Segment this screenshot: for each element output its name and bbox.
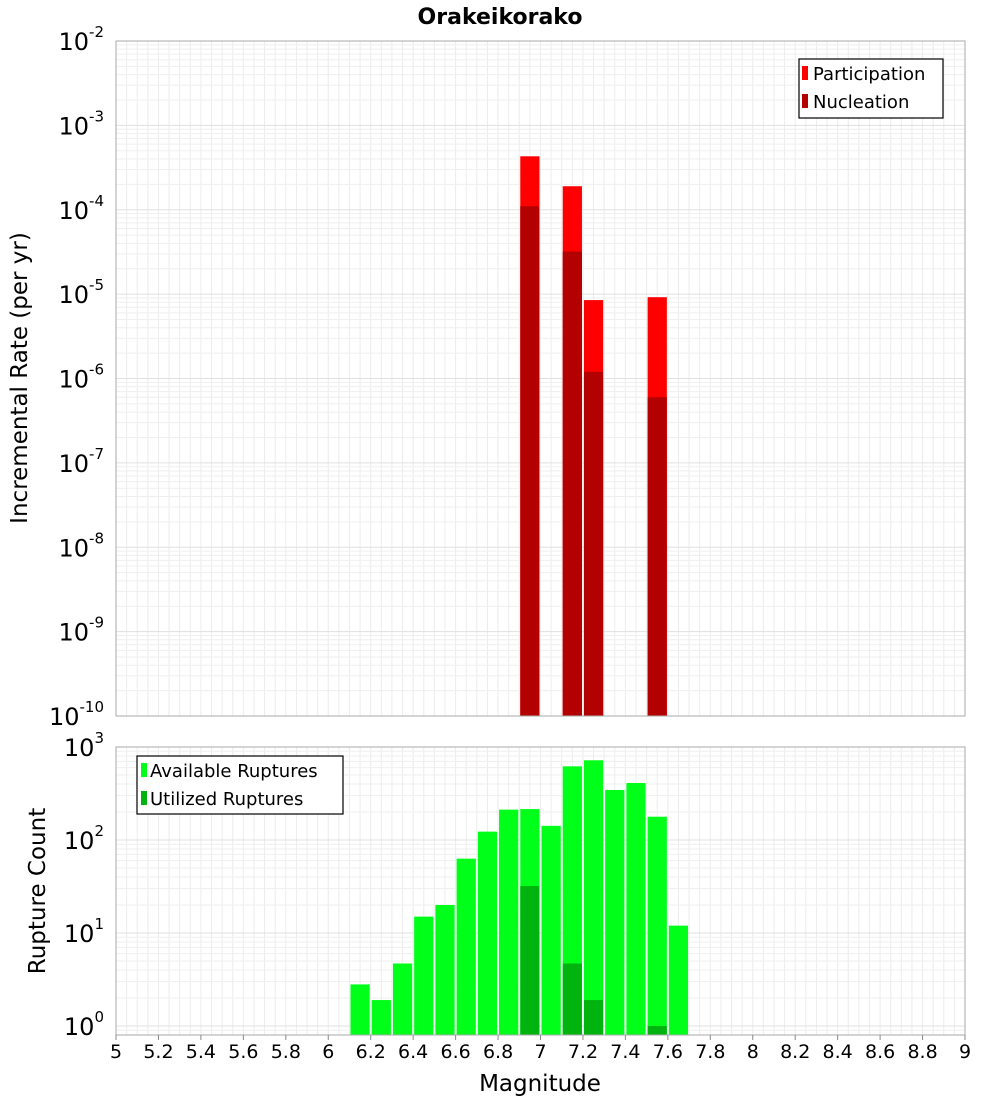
x-tick-label: 6 bbox=[322, 1041, 334, 1063]
available-ruptures-bar bbox=[583, 760, 604, 1035]
utilized-legend-label: Utilized Ruptures bbox=[150, 789, 303, 810]
top-legend: Participation Nucleation bbox=[798, 58, 944, 119]
y-tick-label: 10-6 bbox=[58, 361, 104, 394]
x-tick-label: 6.6 bbox=[440, 1041, 470, 1063]
available-legend-label: Available Ruptures bbox=[150, 761, 318, 782]
utilized-ruptures-bar bbox=[520, 886, 540, 1035]
available-ruptures-bar bbox=[414, 916, 434, 1035]
x-tick-label: 5.2 bbox=[143, 1041, 173, 1063]
top-plot-border bbox=[115, 40, 966, 717]
y-tick-label: 10-7 bbox=[58, 445, 104, 478]
available-ruptures-bar bbox=[392, 963, 413, 1035]
x-tick-label: 8.2 bbox=[780, 1041, 810, 1063]
available-ruptures-bar bbox=[499, 809, 519, 1035]
y-tick-label: 10-3 bbox=[58, 107, 104, 140]
x-axis-label: Magnitude bbox=[479, 1071, 601, 1097]
utilized-legend-swatch bbox=[141, 791, 147, 805]
x-tick-label: 8.4 bbox=[823, 1041, 853, 1063]
available-ruptures-bar bbox=[435, 904, 455, 1035]
x-tick-label: 7.6 bbox=[653, 1041, 683, 1063]
available-ruptures-bar bbox=[456, 858, 476, 1035]
y-tick-label: 100 bbox=[64, 1008, 104, 1041]
x-axis-ticks: 5 5.2 5.4 5.6 5.8 6 6.2 6.4 6.6 6.8 7 7.2 7.4 7.6 7.8 8… bbox=[110, 1035, 971, 1063]
x-tick-label: 9 bbox=[959, 1041, 971, 1063]
bottom-legend: Available Ruptures Utilized Ruptures bbox=[136, 755, 344, 815]
x-tick-label: 7.4 bbox=[610, 1041, 640, 1063]
y-tick-label: 10-2 bbox=[58, 23, 104, 56]
x-tick-label: 6.8 bbox=[483, 1041, 513, 1063]
x-tick-label: 6.2 bbox=[356, 1041, 386, 1063]
x-tick-label: 5.6 bbox=[228, 1041, 258, 1063]
y-tick-label: 10-10 bbox=[49, 698, 104, 731]
available-ruptures-bar bbox=[668, 925, 689, 1035]
x-tick-label: 7 bbox=[534, 1041, 546, 1063]
y-tick-label: 10-8 bbox=[58, 529, 104, 562]
y-tick-label: 102 bbox=[64, 822, 104, 855]
x-tick-label: 8.8 bbox=[907, 1041, 937, 1063]
top-panel: 10-10 10-9 10-8 10-7 10-6 10-5 10-4 10-3 10-2 In… bbox=[7, 23, 966, 731]
top-nucleation-bars bbox=[520, 206, 667, 716]
available-ruptures-bar bbox=[647, 816, 667, 1035]
y-tick-label: 103 bbox=[64, 729, 104, 762]
x-tick-label: 6.4 bbox=[398, 1041, 428, 1063]
chart-title: Orakeikorako bbox=[418, 5, 583, 30]
available-legend-swatch bbox=[141, 763, 147, 777]
top-legend-box bbox=[798, 58, 944, 119]
x-tick-label: 5 bbox=[110, 1041, 122, 1063]
available-ruptures-bar bbox=[371, 1000, 391, 1035]
participation-legend-label: Participation bbox=[813, 64, 925, 85]
x-tick-label: 5.4 bbox=[186, 1041, 216, 1063]
bottom-y-axis-ticks: 100 101 102 103 bbox=[64, 729, 104, 1041]
x-tick-label: 7.8 bbox=[695, 1041, 725, 1063]
utilized-ruptures-bar bbox=[647, 1025, 667, 1035]
y-tick-label: 101 bbox=[64, 915, 104, 948]
x-tick-label: 8 bbox=[747, 1041, 759, 1063]
available-ruptures-bar bbox=[477, 831, 498, 1035]
utilized-ruptures-bars bbox=[520, 886, 667, 1035]
top-y-axis-label: Incremental Rate (per yr) bbox=[7, 232, 33, 524]
available-ruptures-bar bbox=[350, 984, 370, 1035]
nucleation-legend-swatch bbox=[802, 94, 808, 108]
top-grid bbox=[115, 40, 966, 717]
y-tick-label: 10-9 bbox=[58, 614, 104, 647]
nucleation-legend-label: Nucleation bbox=[813, 92, 909, 113]
nucleation-bar bbox=[583, 371, 604, 716]
available-ruptures-bar bbox=[541, 825, 561, 1035]
participation-legend-swatch bbox=[802, 66, 808, 80]
nucleation-bar bbox=[562, 251, 582, 716]
x-tick-label: 5.8 bbox=[271, 1041, 301, 1063]
y-tick-label: 10-5 bbox=[58, 276, 104, 309]
bottom-y-axis-label: Rupture Count bbox=[25, 808, 51, 974]
utilized-ruptures-bar bbox=[583, 1000, 604, 1035]
available-ruptures-bar bbox=[605, 789, 625, 1035]
bottom-legend-box bbox=[136, 755, 344, 815]
top-y-axis-ticks: 10-10 10-9 10-8 10-7 10-6 10-5 10-4 10-3 10-2 bbox=[49, 23, 104, 731]
x-tick-label: 7.2 bbox=[568, 1041, 598, 1063]
available-ruptures-bar bbox=[626, 783, 646, 1035]
y-tick-label: 10-4 bbox=[58, 192, 104, 225]
nucleation-bar bbox=[520, 206, 540, 716]
utilized-ruptures-bar bbox=[562, 963, 582, 1035]
bottom-panel: 100 101 102 103 5 5.2 5.4 5.6 5.8 6 6.2 6.4 6.6 6.8 7… bbox=[25, 729, 971, 1097]
nucleation-bar bbox=[647, 397, 667, 716]
x-tick-label: 8.6 bbox=[865, 1041, 895, 1063]
